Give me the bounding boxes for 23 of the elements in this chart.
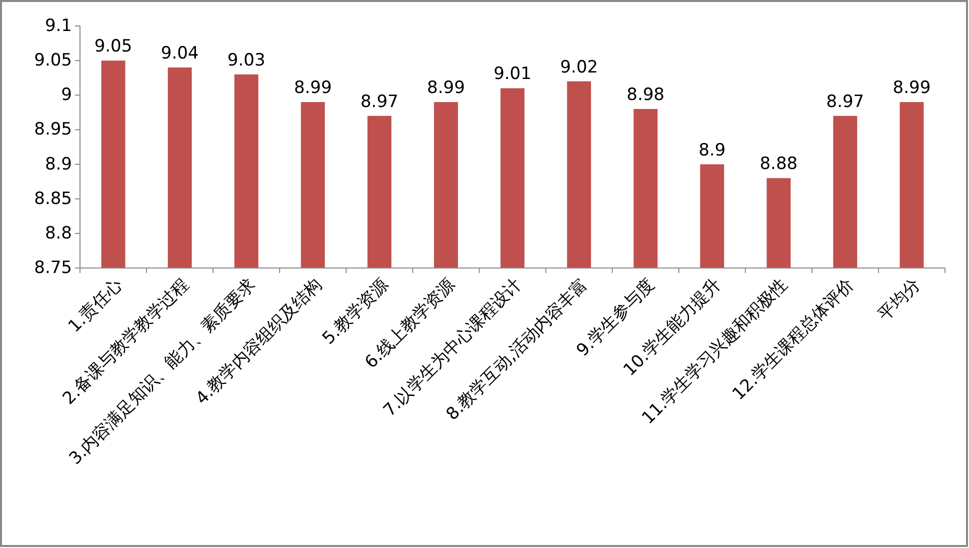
y-tick-label: 9 [61, 85, 72, 106]
data-label: 8.99 [294, 78, 332, 98]
data-label: 9.04 [160, 43, 199, 64]
y-tick-label: 8.95 [34, 120, 72, 140]
data-label: 8.97 [826, 92, 864, 112]
y-tick-label: 8.9 [44, 154, 72, 174]
y-tick-label: 9.1 [44, 16, 72, 36]
data-label: 9.02 [560, 57, 598, 78]
plot: 9.05 9.04 9.03 8.99 8.97 8.99 9.01 9.02 8.98 8.9 8.88 8.97 8.99 [94, 36, 931, 268]
data-label: 9.01 [494, 64, 532, 84]
data-label: 8.99 [892, 78, 931, 98]
data-label: 8.98 [626, 84, 665, 105]
data-label: 8.99 [427, 78, 465, 98]
y-tick-label: 9.05 [34, 50, 72, 71]
x-tick-label: 平均分 [874, 274, 925, 326]
y-tick-label: 8.8 [44, 223, 72, 244]
data-label: 8.88 [760, 154, 798, 174]
data-label: 9.03 [227, 50, 266, 70]
data-label: 8.97 [360, 92, 398, 112]
y-tick-label: 8.85 [34, 188, 72, 209]
data-label: 9.05 [94, 36, 132, 57]
y-tick-label: 8.75 [34, 258, 72, 278]
data-label: 8.9 [698, 140, 726, 160]
